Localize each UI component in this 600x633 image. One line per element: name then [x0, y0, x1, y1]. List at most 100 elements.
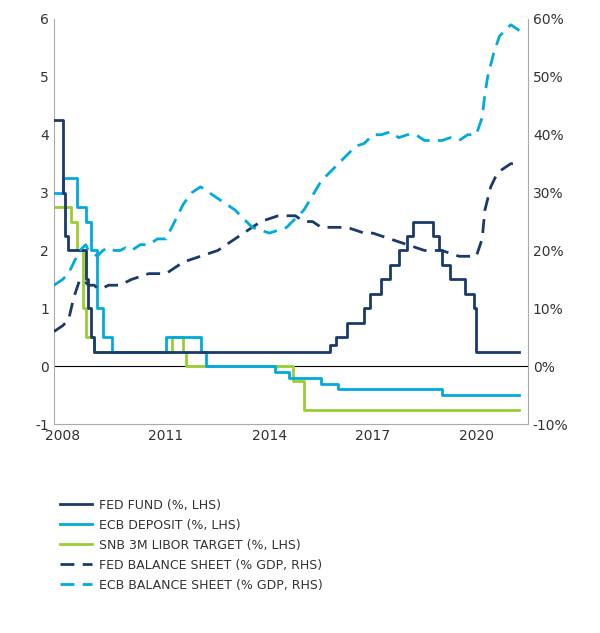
ECB DEPOSIT (%, LHS): [369, 385, 376, 393]
FED BALANCE SHEET (% GDP, RHS): [266, 215, 273, 222]
ECB BALANCE SHEET (% GDP, RHS): [507, 21, 514, 28]
FED FUND (%, LHS): [430, 232, 437, 240]
ECB BALANCE SHEET (% GDP, RHS): [378, 131, 385, 139]
SNB 3M LIBOR TARGET (%, LHS): [386, 406, 394, 413]
SNB 3M LIBOR TARGET (%, LHS): [248, 363, 256, 370]
SNB 3M LIBOR TARGET (%, LHS): [317, 406, 325, 413]
ECB BALANCE SHEET (% GDP, RHS): [257, 227, 265, 234]
FED FUND (%, LHS): [214, 348, 221, 356]
SNB 3M LIBOR TARGET (%, LHS): [91, 348, 98, 356]
ECB DEPOSIT (%, LHS): [438, 391, 445, 399]
SNB 3M LIBOR TARGET (%, LHS): [473, 406, 480, 413]
ECB BALANCE SHEET (% GDP, RHS): [171, 218, 178, 225]
ECB DEPOSIT (%, LHS): [82, 218, 89, 225]
SNB 3M LIBOR TARGET (%, LHS): [85, 334, 92, 341]
SNB 3M LIBOR TARGET (%, LHS): [188, 363, 196, 370]
ECB BALANCE SHEET (% GDP, RHS): [50, 282, 58, 289]
SNB 3M LIBOR TARGET (%, LHS): [369, 406, 376, 413]
FED FUND (%, LHS): [361, 304, 368, 312]
ECB DEPOSIT (%, LHS): [386, 385, 394, 393]
SNB 3M LIBOR TARGET (%, LHS): [421, 406, 428, 413]
ECB DEPOSIT (%, LHS): [286, 374, 293, 382]
Line: FED FUND (%, LHS): FED FUND (%, LHS): [54, 120, 520, 352]
ECB DEPOSIT (%, LHS): [128, 348, 135, 356]
ECB DEPOSIT (%, LHS): [100, 334, 107, 341]
ECB BALANCE SHEET (% GDP, RHS): [154, 235, 161, 242]
SNB 3M LIBOR TARGET (%, LHS): [283, 363, 290, 370]
ECB DEPOSIT (%, LHS): [404, 385, 411, 393]
FED FUND (%, LHS): [62, 232, 69, 240]
ECB DEPOSIT (%, LHS): [203, 363, 210, 370]
FED FUND (%, LHS): [65, 247, 72, 254]
SNB 3M LIBOR TARGET (%, LHS): [289, 377, 296, 384]
FED FUND (%, LHS): [283, 348, 290, 356]
SNB 3M LIBOR TARGET (%, LHS): [352, 406, 359, 413]
FED FUND (%, LHS): [301, 348, 308, 356]
FED FUND (%, LHS): [91, 348, 98, 356]
SNB 3M LIBOR TARGET (%, LHS): [88, 334, 95, 341]
SNB 3M LIBOR TARGET (%, LHS): [197, 363, 204, 370]
FED FUND (%, LHS): [50, 116, 58, 124]
ECB DEPOSIT (%, LHS): [317, 380, 325, 387]
FED FUND (%, LHS): [332, 334, 339, 341]
SNB 3M LIBOR TARGET (%, LHS): [111, 348, 118, 356]
FED FUND (%, LHS): [438, 261, 445, 269]
FED BALANCE SHEET (% GDP, RHS): [516, 160, 523, 168]
SNB 3M LIBOR TARGET (%, LHS): [168, 334, 175, 341]
ECB DEPOSIT (%, LHS): [73, 203, 80, 211]
ECB DEPOSIT (%, LHS): [94, 304, 101, 312]
FED BALANCE SHEET (% GDP, RHS): [82, 279, 89, 286]
ECB DEPOSIT (%, LHS): [516, 391, 523, 399]
SNB 3M LIBOR TARGET (%, LHS): [128, 348, 135, 356]
FED BALANCE SHEET (% GDP, RHS): [50, 328, 58, 335]
FED FUND (%, LHS): [470, 304, 477, 312]
FED FUND (%, LHS): [163, 348, 170, 356]
FED FUND (%, LHS): [461, 290, 469, 298]
ECB DEPOSIT (%, LHS): [421, 385, 428, 393]
ECB DEPOSIT (%, LHS): [490, 391, 497, 399]
SNB 3M LIBOR TARGET (%, LHS): [50, 203, 58, 211]
SNB 3M LIBOR TARGET (%, LHS): [516, 406, 523, 413]
SNB 3M LIBOR TARGET (%, LHS): [73, 247, 80, 254]
FED FUND (%, LHS): [266, 348, 273, 356]
FED BALANCE SHEET (% GDP, RHS): [326, 223, 334, 231]
FED FUND (%, LHS): [232, 348, 239, 356]
FED FUND (%, LHS): [404, 232, 411, 240]
FED FUND (%, LHS): [128, 348, 135, 356]
SNB 3M LIBOR TARGET (%, LHS): [404, 406, 411, 413]
ECB DEPOSIT (%, LHS): [352, 385, 359, 393]
ECB BALANCE SHEET (% GDP, RHS): [274, 227, 281, 234]
FED FUND (%, LHS): [367, 290, 374, 298]
FED FUND (%, LHS): [248, 348, 256, 356]
SNB 3M LIBOR TARGET (%, LHS): [59, 203, 66, 211]
ECB DEPOSIT (%, LHS): [232, 363, 239, 370]
FED BALANCE SHEET (% GDP, RHS): [116, 282, 124, 289]
SNB 3M LIBOR TARGET (%, LHS): [94, 348, 101, 356]
FED FUND (%, LHS): [343, 319, 350, 327]
SNB 3M LIBOR TARGET (%, LHS): [82, 334, 89, 341]
ECB DEPOSIT (%, LHS): [174, 334, 181, 341]
ECB DEPOSIT (%, LHS): [301, 374, 308, 382]
ECB DEPOSIT (%, LHS): [197, 348, 204, 356]
FED FUND (%, LHS): [59, 189, 66, 196]
FED FUND (%, LHS): [145, 348, 152, 356]
SNB 3M LIBOR TARGET (%, LHS): [68, 218, 75, 225]
SNB 3M LIBOR TARGET (%, LHS): [214, 363, 221, 370]
FED BALANCE SHEET (% GDP, RHS): [464, 253, 471, 260]
Line: FED BALANCE SHEET (% GDP, RHS): FED BALANCE SHEET (% GDP, RHS): [54, 164, 520, 332]
SNB 3M LIBOR TARGET (%, LHS): [438, 406, 445, 413]
FED FUND (%, LHS): [473, 348, 480, 356]
ECB DEPOSIT (%, LHS): [214, 363, 221, 370]
FED FUND (%, LHS): [386, 261, 394, 269]
FED FUND (%, LHS): [410, 218, 417, 225]
ECB DEPOSIT (%, LHS): [248, 363, 256, 370]
SNB 3M LIBOR TARGET (%, LHS): [179, 348, 187, 356]
FED FUND (%, LHS): [111, 348, 118, 356]
ECB DEPOSIT (%, LHS): [188, 334, 196, 341]
FED FUND (%, LHS): [436, 247, 443, 254]
SNB 3M LIBOR TARGET (%, LHS): [145, 348, 152, 356]
ECB DEPOSIT (%, LHS): [455, 391, 463, 399]
ECB DEPOSIT (%, LHS): [266, 363, 273, 370]
FED FUND (%, LHS): [447, 275, 454, 283]
Line: ECB DEPOSIT (%, LHS): ECB DEPOSIT (%, LHS): [54, 178, 520, 395]
